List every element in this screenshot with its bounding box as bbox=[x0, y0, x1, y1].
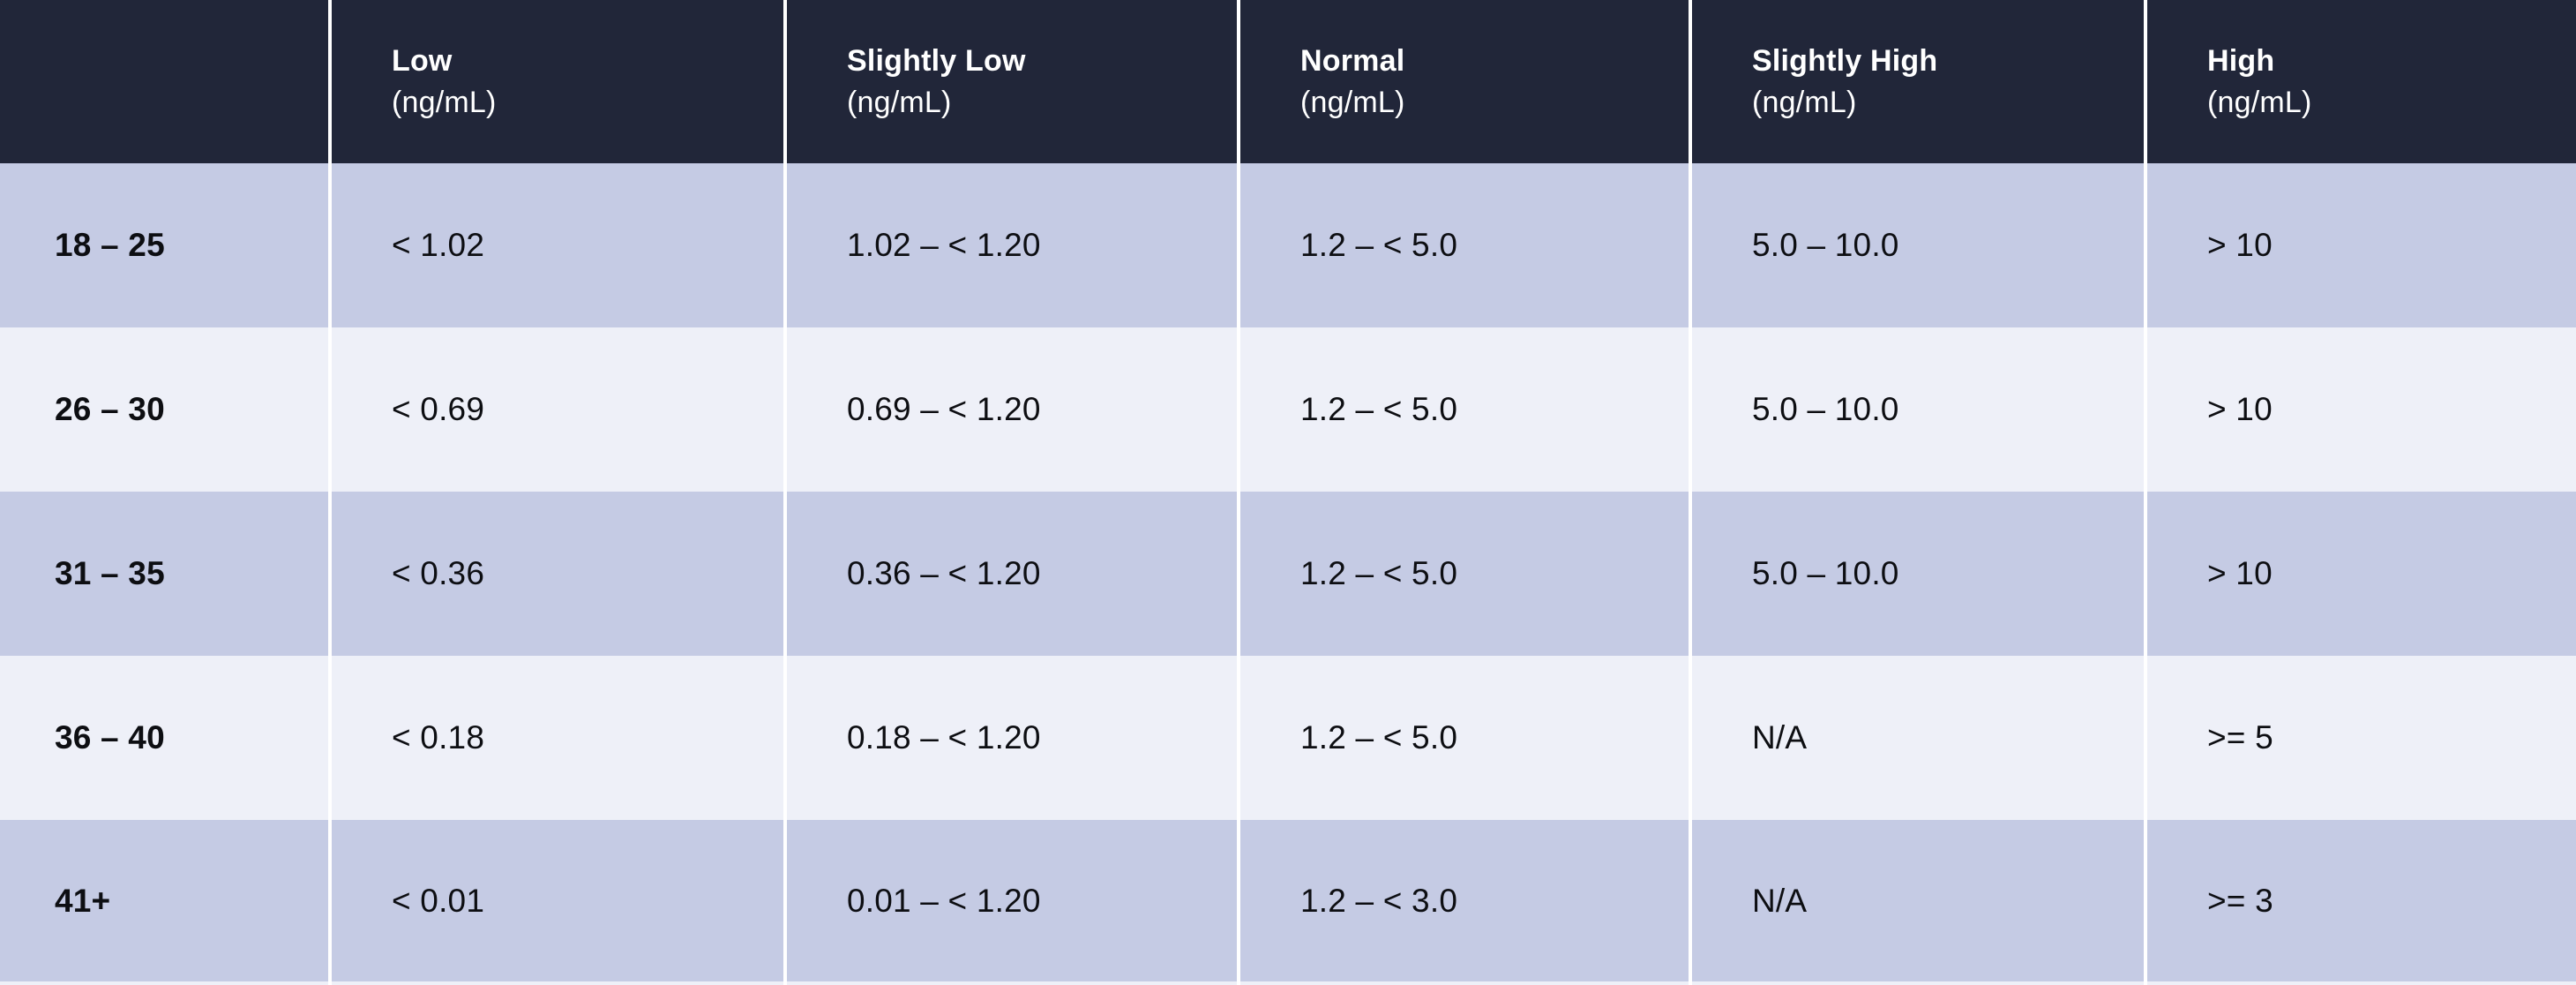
cell-36-40-normal: 1.2 – < 5.0 bbox=[1240, 656, 1689, 820]
column-header-unit: (ng/mL) bbox=[1752, 85, 1857, 119]
cell-41-plus-normal: 1.2 – < 3.0 bbox=[1240, 820, 1689, 981]
column-header-unit: (ng/mL) bbox=[392, 85, 497, 119]
cell-31-35-slightly-low: 0.36 – < 1.20 bbox=[787, 492, 1237, 656]
row-header-36-40: 36 – 40 bbox=[0, 656, 328, 820]
column-header-slightly-high: Slightly High (ng/mL) bbox=[1692, 0, 2144, 163]
cell-41-plus-slightly-high: N/A bbox=[1692, 820, 2144, 981]
bottom-row-sliver bbox=[0, 981, 328, 985]
cell-18-25-slightly-high: 5.0 – 10.0 bbox=[1692, 163, 2144, 327]
column-header-slightly-low: Slightly Low (ng/mL) bbox=[787, 0, 1237, 163]
cell-36-40-slightly-high: N/A bbox=[1692, 656, 2144, 820]
cell-36-40-low: < 0.18 bbox=[332, 656, 783, 820]
cell-26-30-high: > 10 bbox=[2147, 327, 2576, 492]
cell-41-plus-slightly-low: 0.01 – < 1.20 bbox=[787, 820, 1237, 981]
column-header-high: High (ng/mL) bbox=[2147, 0, 2576, 163]
column-header-label: Normal bbox=[1300, 43, 1405, 78]
cell-18-25-slightly-low: 1.02 – < 1.20 bbox=[787, 163, 1237, 327]
row-header-31-35: 31 – 35 bbox=[0, 492, 328, 656]
bottom-row-sliver bbox=[787, 981, 1237, 985]
cell-31-35-low: < 0.36 bbox=[332, 492, 783, 656]
cell-26-30-slightly-low: 0.69 – < 1.20 bbox=[787, 327, 1237, 492]
cell-18-25-normal: 1.2 – < 5.0 bbox=[1240, 163, 1689, 327]
column-header-label: High bbox=[2207, 43, 2275, 78]
cell-31-35-normal: 1.2 – < 5.0 bbox=[1240, 492, 1689, 656]
row-header-18-25: 18 – 25 bbox=[0, 163, 328, 327]
row-header-26-30: 26 – 30 bbox=[0, 327, 328, 492]
column-header-label: Slightly High bbox=[1752, 43, 1938, 78]
header-cell-empty bbox=[0, 0, 328, 163]
column-header-label: Low bbox=[392, 43, 453, 78]
column-header-normal: Normal (ng/mL) bbox=[1240, 0, 1689, 163]
column-header-label: Slightly Low bbox=[847, 43, 1026, 78]
column-header-unit: (ng/mL) bbox=[1300, 85, 1405, 119]
cell-41-plus-low: < 0.01 bbox=[332, 820, 783, 981]
column-header-low: Low (ng/mL) bbox=[332, 0, 783, 163]
cell-26-30-normal: 1.2 – < 5.0 bbox=[1240, 327, 1689, 492]
cell-18-25-low: < 1.02 bbox=[332, 163, 783, 327]
cell-41-plus-high: >= 3 bbox=[2147, 820, 2576, 981]
row-header-41-plus: 41+ bbox=[0, 820, 328, 981]
cell-26-30-low: < 0.69 bbox=[332, 327, 783, 492]
bottom-row-sliver bbox=[332, 981, 783, 985]
column-header-unit: (ng/mL) bbox=[2207, 85, 2312, 119]
column-header-unit: (ng/mL) bbox=[847, 85, 952, 119]
bottom-row-sliver bbox=[1692, 981, 2144, 985]
cell-18-25-high: > 10 bbox=[2147, 163, 2576, 327]
bottom-row-sliver bbox=[1240, 981, 1689, 985]
cell-36-40-high: >= 5 bbox=[2147, 656, 2576, 820]
cell-31-35-high: > 10 bbox=[2147, 492, 2576, 656]
cell-36-40-slightly-low: 0.18 – < 1.20 bbox=[787, 656, 1237, 820]
cell-26-30-slightly-high: 5.0 – 10.0 bbox=[1692, 327, 2144, 492]
bottom-row-sliver bbox=[2147, 981, 2576, 985]
cell-31-35-slightly-high: 5.0 – 10.0 bbox=[1692, 492, 2144, 656]
